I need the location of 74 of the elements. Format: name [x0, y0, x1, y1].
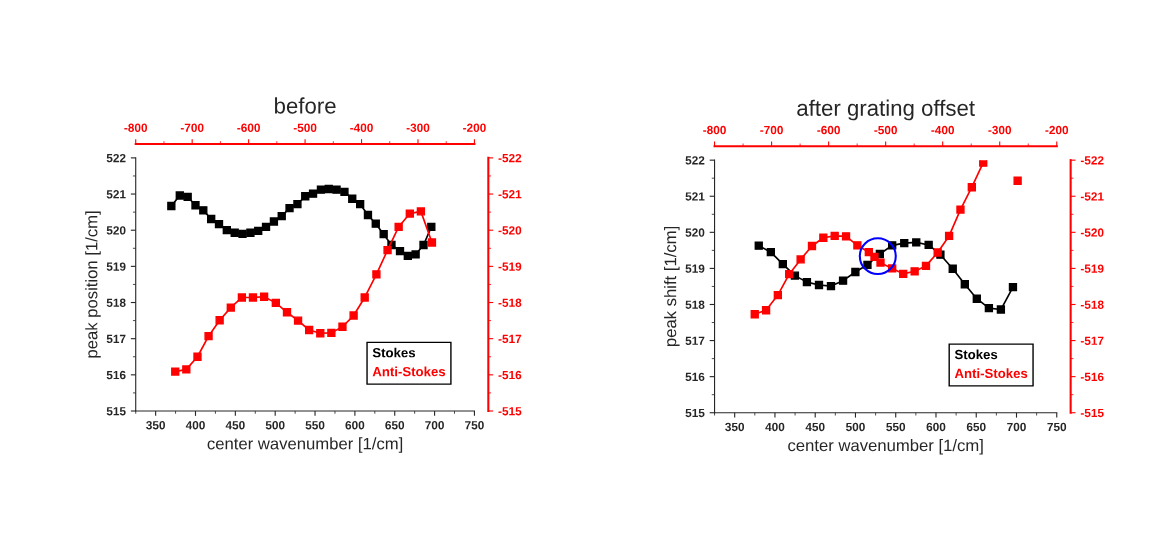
- y-tick-label: 519: [106, 262, 126, 271]
- text: Stokes: [372, 347, 416, 358]
- x-tick-label: 500: [845, 422, 865, 432]
- x2-tick-label: -500: [293, 123, 317, 132]
- x-tick-label: 400: [185, 421, 205, 430]
- x-tick-label: 600: [345, 421, 365, 430]
- x-axis-title: center wavenumber [1/cm]: [207, 437, 403, 453]
- y-tick-label: 515: [106, 407, 126, 416]
- y2-tick-label: -519: [498, 262, 522, 271]
- y-tick-label: 518: [685, 300, 705, 309]
- y-tick-label: 520: [685, 228, 705, 237]
- x-tick-label: 550: [886, 422, 906, 432]
- y-tick-label: 520: [106, 226, 126, 235]
- y2-tick-label: -517: [1080, 336, 1104, 345]
- y-tick-label: 519: [685, 264, 705, 273]
- x2-tick-label: -200: [463, 123, 486, 132]
- x-axis-title: center wavenumber [1/cm]: [788, 439, 983, 455]
- y-axis-title: peak position [1/cm]: [85, 211, 101, 358]
- x2-tick-label: -500: [874, 125, 897, 135]
- y2-tick-label: -515: [1080, 408, 1104, 418]
- x2-tick-label: -800: [703, 125, 726, 135]
- y2-tick-label: -518: [1080, 300, 1104, 309]
- y-tick-label: 516: [685, 372, 705, 382]
- chart-title: after grating offset: [797, 99, 975, 121]
- x2-tick-label: -600: [817, 125, 840, 135]
- x-tick-label: 600: [926, 422, 946, 432]
- y2-tick-label: -517: [498, 334, 522, 344]
- x-tick-label: 500: [265, 421, 285, 430]
- y-tick-label: 521: [685, 192, 705, 201]
- y-tick-label: 515: [685, 408, 705, 418]
- y-tick-label: 522: [106, 153, 126, 163]
- text: Stokes: [954, 349, 998, 360]
- y2-tick-label: -520: [498, 226, 522, 235]
- x-tick-label: 750: [1047, 422, 1067, 432]
- x-tick-label: 450: [805, 422, 825, 432]
- x2-tick-label: -300: [406, 123, 430, 132]
- y2-tick-label: -515: [498, 407, 522, 416]
- x-tick-label: 350: [146, 421, 166, 430]
- y2-tick-label: -522: [498, 153, 522, 163]
- x2-tick-label: -300: [988, 125, 1012, 135]
- x-tick-label: 700: [425, 421, 444, 430]
- x2-tick-label: -200: [1045, 125, 1069, 135]
- x2-tick-label: -700: [180, 123, 204, 132]
- y-tick-label: 518: [106, 298, 126, 307]
- y2-tick-label: -521: [498, 190, 522, 199]
- y-tick-label: 522: [685, 156, 705, 165]
- x2-tick-label: -400: [931, 125, 955, 135]
- y2-tick-label: -520: [1080, 228, 1104, 237]
- x-tick-label: 650: [966, 422, 986, 432]
- text: Anti-Stokes: [372, 366, 446, 377]
- y-tick-label: 517: [685, 336, 705, 345]
- y2-tick-label: -519: [1080, 264, 1104, 273]
- x2-tick-label: -800: [124, 123, 148, 132]
- chart-title: before: [275, 97, 336, 114]
- y2-tick-label: -516: [1080, 372, 1104, 382]
- y2-tick-label: -516: [498, 370, 522, 380]
- y2-tick-label: -522: [1080, 156, 1104, 165]
- x-tick-label: 700: [1007, 422, 1026, 432]
- x2-tick-label: -600: [237, 123, 260, 132]
- x-tick-label: 650: [385, 421, 405, 430]
- y-tick-label: 516: [106, 370, 126, 380]
- x-tick-label: 450: [225, 421, 245, 430]
- y-tick-label: 517: [106, 334, 126, 344]
- x-tick-label: 350: [725, 422, 745, 432]
- y2-tick-label: -521: [1080, 192, 1104, 201]
- y-tick-label: 521: [106, 190, 126, 199]
- x2-tick-label: -700: [760, 125, 783, 135]
- x-tick-label: 400: [765, 422, 785, 432]
- x-tick-label: 550: [305, 421, 325, 430]
- y-axis-title: peak shift [1/cm]: [664, 226, 680, 347]
- text: Anti-Stokes: [954, 368, 1028, 379]
- x2-tick-label: -400: [350, 123, 373, 132]
- y2-tick-label: -518: [498, 298, 522, 307]
- x-tick-label: 750: [465, 421, 484, 430]
